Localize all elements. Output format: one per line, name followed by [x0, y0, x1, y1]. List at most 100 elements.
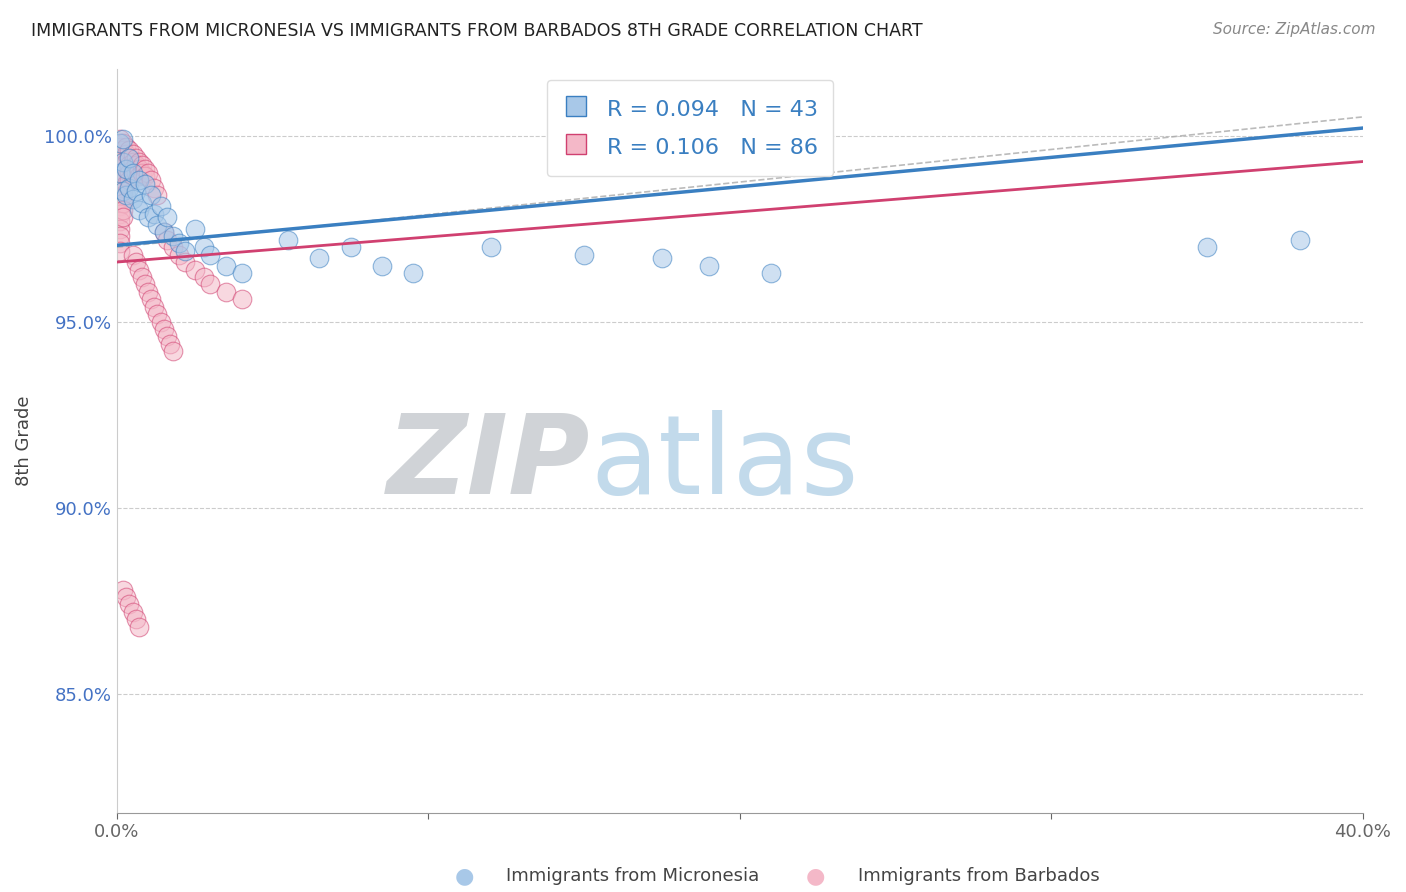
Point — [118, 144, 141, 158]
Point — [156, 233, 179, 247]
Point — [108, 199, 131, 213]
Point — [112, 158, 135, 172]
Point — [193, 240, 215, 254]
Point — [108, 207, 131, 221]
Point — [152, 225, 174, 239]
Point — [124, 151, 146, 165]
Point — [1195, 240, 1218, 254]
Text: Immigrants from Micronesia: Immigrants from Micronesia — [506, 867, 759, 885]
Point — [108, 139, 131, 153]
Point — [112, 144, 135, 158]
Text: ZIP: ZIP — [387, 409, 591, 516]
Point — [143, 207, 166, 221]
Point — [167, 236, 190, 251]
Legend: R = 0.094   N = 43, R = 0.106   N = 86: R = 0.094 N = 43, R = 0.106 N = 86 — [547, 79, 834, 176]
Point — [215, 259, 238, 273]
Point — [108, 192, 131, 206]
Point — [128, 173, 150, 187]
Point — [152, 322, 174, 336]
Point — [112, 211, 135, 225]
Point — [108, 221, 131, 235]
Point — [134, 277, 156, 292]
Point — [131, 195, 153, 210]
Point — [115, 147, 138, 161]
Point — [118, 173, 141, 187]
Point — [124, 612, 146, 626]
Text: Source: ZipAtlas.com: Source: ZipAtlas.com — [1212, 22, 1375, 37]
Point — [141, 293, 163, 307]
Text: Immigrants from Barbados: Immigrants from Barbados — [858, 867, 1099, 885]
Point — [124, 185, 146, 199]
Point — [759, 266, 782, 280]
Point — [651, 252, 673, 266]
Point — [156, 329, 179, 343]
Point — [108, 154, 131, 169]
Point — [115, 161, 138, 176]
Point — [108, 147, 131, 161]
Point — [200, 277, 222, 292]
Point — [131, 158, 153, 172]
Point — [112, 132, 135, 146]
Point — [162, 229, 184, 244]
Point — [572, 247, 595, 261]
Point — [112, 582, 135, 597]
Point — [115, 161, 138, 176]
Point — [108, 132, 131, 146]
Point — [108, 177, 131, 191]
Point — [159, 337, 181, 351]
Point — [146, 307, 169, 321]
Point — [136, 166, 159, 180]
Point — [231, 266, 253, 280]
Point — [277, 233, 299, 247]
Point — [136, 211, 159, 225]
Point — [118, 166, 141, 180]
Point — [339, 240, 361, 254]
Point — [118, 598, 141, 612]
Point — [146, 218, 169, 232]
Point — [115, 169, 138, 184]
Point — [128, 620, 150, 634]
Point — [193, 269, 215, 284]
Point — [231, 293, 253, 307]
Point — [112, 202, 135, 217]
Point — [167, 247, 190, 261]
Point — [131, 166, 153, 180]
Point — [136, 285, 159, 299]
Point — [118, 180, 141, 194]
Point — [174, 255, 197, 269]
Y-axis label: 8th Grade: 8th Grade — [15, 395, 32, 486]
Point — [108, 136, 131, 150]
Point — [184, 221, 207, 235]
Point — [184, 262, 207, 277]
Text: ●: ● — [806, 866, 825, 886]
Text: IMMIGRANTS FROM MICRONESIA VS IMMIGRANTS FROM BARBADOS 8TH GRADE CORRELATION CHA: IMMIGRANTS FROM MICRONESIA VS IMMIGRANTS… — [31, 22, 922, 40]
Point — [115, 177, 138, 191]
Point — [118, 151, 141, 165]
Point — [1289, 233, 1312, 247]
Point — [162, 344, 184, 359]
Point — [108, 229, 131, 244]
Point — [112, 154, 135, 169]
Point — [149, 315, 172, 329]
Point — [131, 269, 153, 284]
Point — [121, 166, 143, 180]
Point — [124, 255, 146, 269]
Text: ●: ● — [454, 866, 474, 886]
Point — [146, 188, 169, 202]
Point — [156, 211, 179, 225]
Point — [128, 161, 150, 176]
Point — [215, 285, 238, 299]
Point — [121, 154, 143, 169]
Point — [124, 166, 146, 180]
Point — [128, 154, 150, 169]
Point — [124, 158, 146, 172]
Point — [141, 173, 163, 187]
Text: atlas: atlas — [591, 409, 859, 516]
Point — [152, 225, 174, 239]
Point — [162, 240, 184, 254]
Point — [112, 195, 135, 210]
Point — [134, 169, 156, 184]
Point — [479, 240, 502, 254]
Point — [118, 158, 141, 172]
Point — [112, 188, 135, 202]
